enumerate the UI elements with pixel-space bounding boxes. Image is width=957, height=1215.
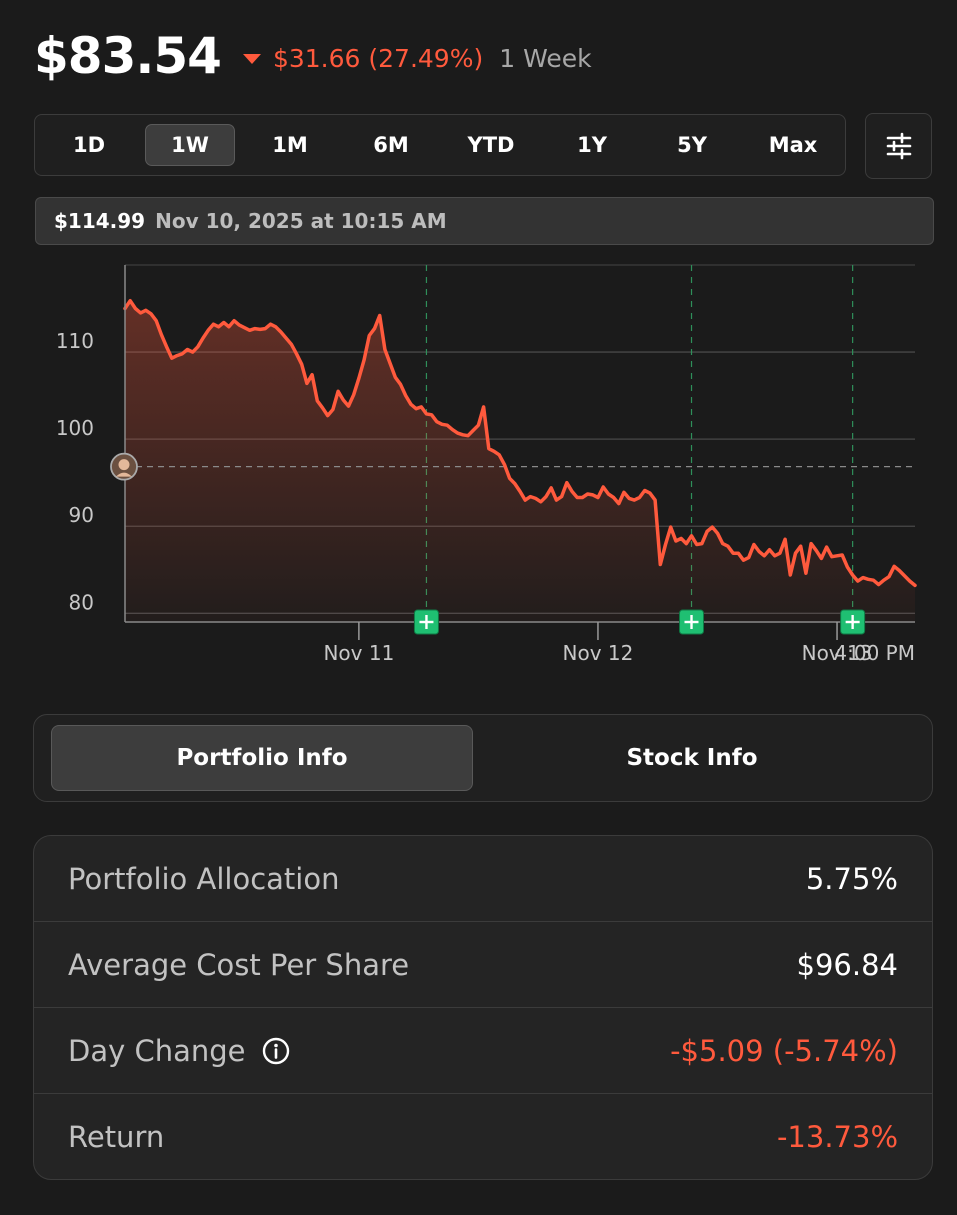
period-label: 1 Week — [499, 43, 592, 73]
average-cost-label: Average Cost Per Share — [68, 947, 410, 982]
tab-stock-info[interactable]: Stock Info — [626, 745, 758, 771]
portfolio-allocation-label: Portfolio Allocation — [68, 861, 340, 896]
y-tick-label: 100 — [56, 416, 94, 440]
y-tick-label: 80 — [69, 590, 94, 614]
price-line — [123, 298, 917, 588]
x-tick-label: 4:00 PM — [834, 641, 915, 665]
y-tick-label: 110 — [56, 329, 94, 353]
average-cost-row: Average Cost Per Share $96.84 — [34, 922, 932, 1008]
price-header: $83.54 $31.66 (27.49%) 1 Week — [34, 26, 592, 86]
return-label: Return — [68, 1120, 165, 1154]
tooltip-price: $114.99 — [54, 209, 146, 233]
chart-tooltip: $114.99 Nov 10, 2025 at 10:15 AM — [35, 197, 934, 245]
return-value: -13.73% — [776, 1120, 898, 1154]
price-change: $31.66 (27.49%) — [272, 43, 484, 73]
x-tick-label: Nov 12 — [563, 641, 634, 665]
current-price: $83.54 — [34, 27, 222, 85]
average-cost-value: $96.84 — [796, 947, 898, 982]
info-tabs: Portfolio Info Stock Info — [33, 714, 933, 802]
range-1d[interactable]: 1D — [72, 133, 106, 157]
plus-icon[interactable] — [679, 609, 705, 635]
plus-icon[interactable] — [413, 609, 439, 635]
portfolio-allocation-value: 5.75% — [805, 861, 898, 896]
x-tick-label: Nov 11 — [323, 641, 394, 665]
portfolio-info-card: Portfolio Allocation 5.75% Average Cost … — [33, 835, 933, 1180]
chart-settings-button[interactable] — [865, 113, 932, 179]
portfolio-allocation-row: Portfolio Allocation 5.75% — [34, 836, 932, 922]
range-selector: 1D 1W 1M 6M YTD 1Y 5Y Max — [34, 114, 846, 176]
day-change-label-wrap: Day Change — [68, 1034, 290, 1068]
info-icon[interactable] — [262, 1037, 290, 1065]
day-change-value: -$5.09 (-5.74%) — [670, 1033, 898, 1068]
y-tick-label: 90 — [69, 503, 94, 527]
range-1y[interactable]: 1Y — [577, 133, 607, 157]
down-arrow-icon — [242, 54, 261, 64]
tooltip-time: Nov 10, 2025 at 10:15 AM — [155, 209, 447, 233]
price-area — [125, 300, 915, 622]
sliders-icon — [886, 132, 911, 160]
range-6m[interactable]: 6M — [373, 133, 409, 157]
tab-portfolio-info[interactable]: Portfolio Info — [51, 725, 473, 791]
range-1w[interactable]: 1W — [145, 124, 235, 166]
range-ytd[interactable]: YTD — [467, 133, 515, 157]
day-change-row: Day Change -$5.09 (-5.74%) — [34, 1008, 932, 1094]
day-change-label: Day Change — [68, 1033, 246, 1068]
plus-icon[interactable] — [840, 609, 866, 635]
return-row: Return -13.73% — [34, 1094, 932, 1179]
user-avatar — [110, 452, 138, 481]
x-tick-label: Nov 13 — [802, 641, 873, 665]
range-1m[interactable]: 1M — [272, 133, 308, 157]
range-max[interactable]: Max — [768, 133, 818, 157]
range-5y[interactable]: 5Y — [677, 133, 707, 157]
